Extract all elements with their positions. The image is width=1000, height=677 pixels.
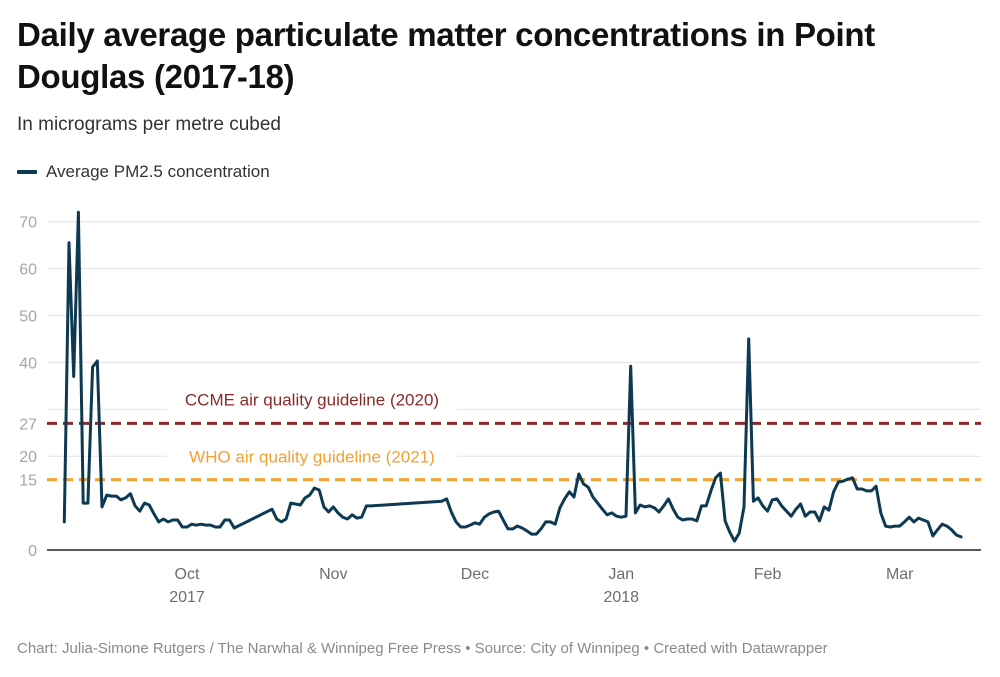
reference-label: CCME air quality guideline (2020): [185, 390, 439, 409]
reference-lines: CCME air quality guideline (2020) WHO air…: [47, 388, 981, 482]
x-tick-label: Mar: [886, 566, 914, 583]
x-tick-label: Nov: [319, 566, 347, 583]
x-tick-year-label: 2017: [169, 589, 205, 606]
chart-title: Daily average particulate matter concent…: [17, 16, 875, 95]
y-tick-label: 70: [19, 215, 37, 232]
x-tick-year-label: 2018: [603, 589, 639, 606]
x-tick-label: Feb: [754, 566, 782, 583]
chart-subtitle: In micrograms per metre cubed: [17, 114, 281, 135]
y-tick-label: 0: [28, 543, 37, 560]
y-tick-label: 50: [19, 309, 37, 326]
y-tick-label: 27: [19, 416, 37, 433]
y-axis: 0 15 20 27 40 50 60 70: [19, 215, 37, 560]
gridlines: [47, 221, 981, 457]
x-tick-label: Oct: [175, 566, 200, 583]
legend-label: Average PM2.5 concentration: [46, 162, 270, 181]
legend-swatch: [17, 170, 37, 174]
line-chart: 0 15 20 27 40 50 60 70 CCME air quality guideli…: [19, 210, 981, 606]
series-line: [62, 210, 963, 543]
y-tick-label: 60: [19, 262, 37, 279]
series-layer: [62, 210, 963, 543]
reference-label-background: [167, 388, 457, 411]
legend: Average PM2.5 concentration: [17, 162, 270, 182]
y-tick-label: 15: [19, 473, 37, 490]
y-tick-label: 40: [19, 355, 37, 372]
x-axis: Oct 2017 Nov Dec Jan 2018 Feb Mar: [169, 566, 914, 606]
reference-label: WHO air quality guideline (2021): [189, 448, 435, 467]
reference-label-background: [167, 445, 457, 468]
chart-footer: Chart: Julia-Simone Rutgers / The Narwha…: [17, 640, 828, 657]
x-tick-label: Jan: [608, 566, 634, 583]
x-tick-label: Dec: [461, 566, 489, 583]
y-tick-label: 20: [19, 449, 37, 466]
